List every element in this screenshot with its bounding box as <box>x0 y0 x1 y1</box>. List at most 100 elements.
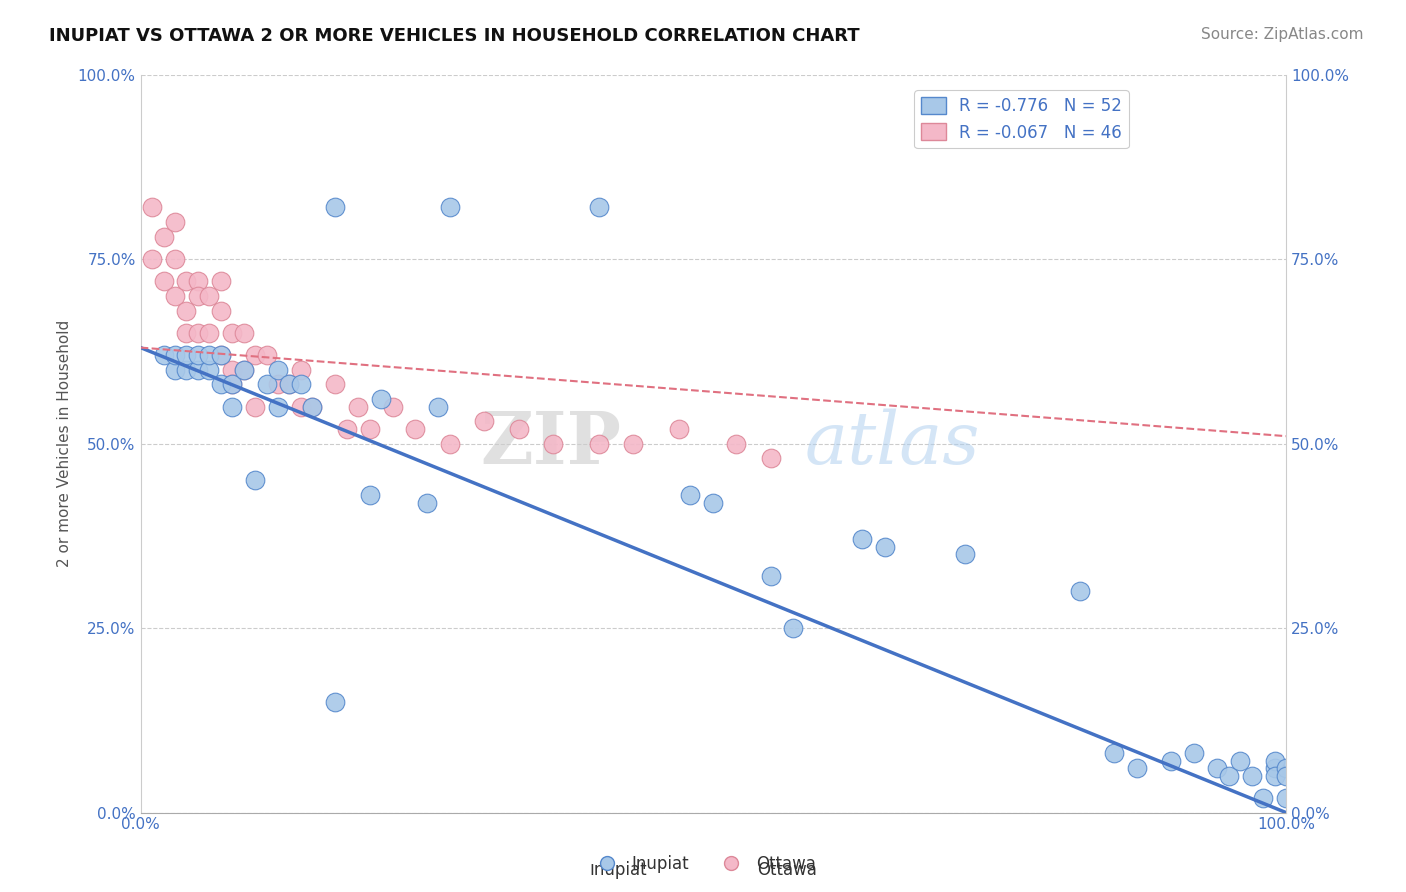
Point <box>243 474 266 488</box>
Point <box>359 422 381 436</box>
Point <box>541 436 564 450</box>
Point <box>955 547 977 561</box>
Point <box>439 436 461 450</box>
Text: Inupiat: Inupiat <box>591 861 647 879</box>
Point <box>278 377 301 392</box>
Text: ZIP: ZIP <box>481 408 621 479</box>
Point <box>725 436 748 450</box>
Point <box>221 326 243 340</box>
Point <box>472 414 495 428</box>
Point <box>336 422 359 436</box>
Point <box>187 274 209 288</box>
Point <box>416 495 439 509</box>
Point <box>1069 584 1091 599</box>
Point <box>301 400 323 414</box>
Point <box>221 377 243 392</box>
Point <box>221 400 243 414</box>
Point <box>1229 754 1251 768</box>
Point <box>163 289 186 303</box>
Point <box>267 377 290 392</box>
Point <box>851 533 873 547</box>
Point <box>198 348 221 362</box>
Point <box>152 274 174 288</box>
Point <box>427 400 450 414</box>
Point <box>323 377 346 392</box>
Point <box>621 436 644 450</box>
Point <box>508 422 530 436</box>
Point <box>187 326 209 340</box>
Point <box>1182 747 1205 761</box>
Point <box>359 488 381 502</box>
Legend: Inupiat, Ottawa: Inupiat, Ottawa <box>583 848 823 880</box>
Point <box>221 362 243 376</box>
Point <box>232 326 254 340</box>
Point <box>232 362 254 376</box>
Point <box>439 200 461 214</box>
Point <box>290 362 312 376</box>
Point <box>176 326 198 340</box>
Point <box>1275 761 1298 775</box>
Point <box>1275 769 1298 783</box>
Point <box>759 451 782 466</box>
Point <box>232 362 254 376</box>
Point <box>668 422 690 436</box>
Point <box>782 621 804 635</box>
Point <box>1251 790 1274 805</box>
Point <box>679 488 702 502</box>
Legend: R = -0.776   N = 52, R = -0.067   N = 46: R = -0.776 N = 52, R = -0.067 N = 46 <box>914 90 1129 148</box>
Point <box>152 348 174 362</box>
Point <box>187 362 209 376</box>
Point <box>1263 754 1285 768</box>
Point <box>323 200 346 214</box>
Point <box>588 436 610 450</box>
Point <box>370 392 392 407</box>
Point <box>1263 761 1285 775</box>
Point <box>163 215 186 229</box>
Point <box>243 348 266 362</box>
Point <box>187 348 209 362</box>
Text: Source: ZipAtlas.com: Source: ZipAtlas.com <box>1201 27 1364 42</box>
Point <box>141 252 163 266</box>
Point <box>209 348 232 362</box>
Point <box>1240 769 1263 783</box>
Point <box>176 362 198 376</box>
Point <box>141 200 163 214</box>
Point <box>163 348 186 362</box>
Point <box>176 303 198 318</box>
Point <box>267 400 290 414</box>
Point <box>875 540 897 554</box>
Point <box>405 422 427 436</box>
Point <box>347 400 370 414</box>
Point <box>209 274 232 288</box>
Point <box>290 377 312 392</box>
Point <box>1218 769 1240 783</box>
Point <box>588 200 610 214</box>
Text: Ottawa: Ottawa <box>758 861 817 879</box>
Point <box>290 400 312 414</box>
Point <box>759 569 782 583</box>
Point <box>278 377 301 392</box>
Point <box>221 377 243 392</box>
Point <box>301 400 323 414</box>
Point <box>152 230 174 244</box>
Text: atlas: atlas <box>804 409 980 479</box>
Point <box>267 362 290 376</box>
Point <box>1206 761 1229 775</box>
Point <box>1126 761 1149 775</box>
Text: INUPIAT VS OTTAWA 2 OR MORE VEHICLES IN HOUSEHOLD CORRELATION CHART: INUPIAT VS OTTAWA 2 OR MORE VEHICLES IN … <box>49 27 860 45</box>
Point <box>381 400 404 414</box>
Point <box>1275 790 1298 805</box>
Point <box>163 362 186 376</box>
Point <box>187 289 209 303</box>
Point <box>1102 747 1125 761</box>
Point <box>198 326 221 340</box>
Point <box>176 348 198 362</box>
Point <box>256 377 278 392</box>
Point <box>323 695 346 709</box>
Point <box>163 252 186 266</box>
Point <box>209 377 232 392</box>
Point <box>243 400 266 414</box>
Point <box>209 303 232 318</box>
Point <box>1263 769 1285 783</box>
Point <box>702 495 724 509</box>
